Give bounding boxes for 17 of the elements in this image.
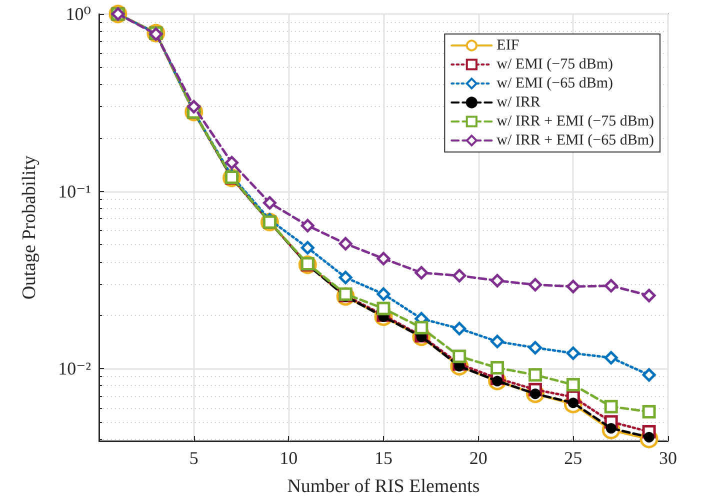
legend-label: w/ IRR + EMI (−75 dBm) [496,114,654,130]
x-tick-label: 20 [469,448,488,468]
y-tick-label: 10⁻² [58,358,91,379]
x-tick-label: 30 [659,448,677,468]
legend-label: w/ EMI (−65 dBm) [496,76,614,92]
x-tick-label: 5 [189,448,198,468]
x-tick-label: 15 [374,448,392,468]
x-tick-label: 10 [280,448,298,468]
legend-label: w/ IRR [496,94,540,110]
x-tick-label: 25 [564,448,582,468]
x-axis-title: Number of RIS Elements [287,476,480,497]
y-axis-title: Outage Probability [19,154,40,300]
y-tick-label: 10⁰ [66,4,91,24]
legend-label: w/ EMI (−75 dBm) [496,56,614,72]
y-tick-label: 10⁻¹ [58,181,91,202]
legend-label: w/ IRR + EMI (−65 dBm) [496,132,654,148]
legend-label: EIF [496,38,520,54]
